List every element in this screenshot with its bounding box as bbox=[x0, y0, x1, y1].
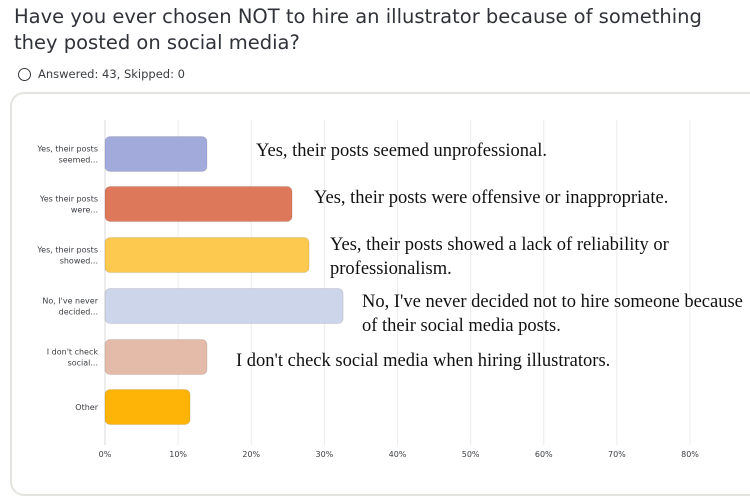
x-tick-label: 30% bbox=[315, 450, 333, 459]
skipped-count: 0 bbox=[177, 67, 185, 81]
x-tick-label: 0% bbox=[99, 450, 112, 459]
x-tick-label: 10% bbox=[169, 450, 187, 459]
x-tick-label: 60% bbox=[535, 450, 553, 459]
answered-count: 43 bbox=[102, 67, 117, 81]
category-label: Yes, their posts bbox=[36, 246, 98, 255]
annotation-offensive: Yes, their posts were offensive or inapp… bbox=[314, 188, 669, 208]
x-tick-label: 70% bbox=[608, 450, 626, 459]
category-label: were... bbox=[71, 206, 98, 215]
x-tick-label: 20% bbox=[242, 450, 260, 459]
bar[interactable] bbox=[104, 186, 293, 222]
answered-label: Answered: bbox=[38, 67, 99, 81]
category-label: Yes their posts bbox=[39, 195, 98, 204]
bar[interactable] bbox=[104, 339, 208, 375]
annotation-unreliable: Yes, their posts showed a lack of reliab… bbox=[330, 235, 669, 279]
category-label: I don't check bbox=[47, 348, 99, 357]
bar[interactable] bbox=[104, 389, 191, 425]
bar[interactable] bbox=[104, 237, 310, 273]
question-title: Have you ever chosen NOT to hire an illu… bbox=[14, 5, 702, 54]
category-label: seemed... bbox=[59, 156, 98, 165]
annotation-unprofessional: Yes, their posts seemed unprofessional. bbox=[256, 141, 548, 161]
category-label: social... bbox=[68, 359, 98, 368]
status-circle-icon bbox=[18, 67, 31, 81]
skipped-label: Skipped: bbox=[123, 67, 174, 81]
annotation-dont-check: I don't check social media when hiring i… bbox=[236, 351, 611, 371]
x-tick-label: 80% bbox=[681, 450, 699, 459]
category-label: showed... bbox=[60, 257, 98, 266]
annotation-never: No, I've never decided not to hire someo… bbox=[362, 292, 743, 336]
x-tick-label: 50% bbox=[462, 450, 480, 459]
answer-status: Answered: 43 , Skipped: 0 bbox=[18, 66, 185, 82]
category-label: Other bbox=[75, 403, 98, 412]
category-label: Yes, their posts bbox=[36, 145, 98, 154]
bar[interactable] bbox=[104, 136, 208, 172]
x-tick-label: 40% bbox=[389, 450, 407, 459]
category-label: decided... bbox=[59, 308, 98, 317]
bar[interactable] bbox=[104, 288, 344, 324]
category-label: No, I've never bbox=[42, 297, 98, 306]
bar-chart: 0% 10% 20% 30% 40% 50% 60% 70% 80% Yes, their pos… bbox=[36, 120, 699, 459]
